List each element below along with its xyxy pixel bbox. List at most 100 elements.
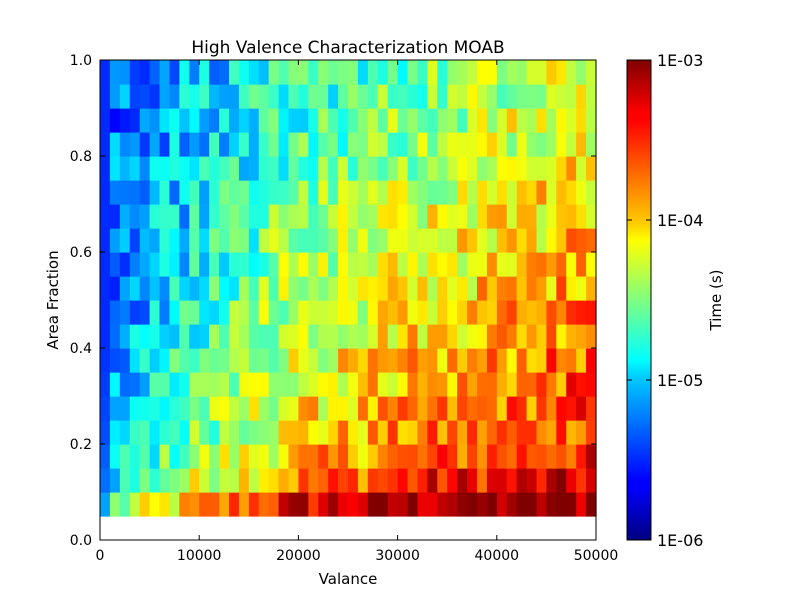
heatmap-cell xyxy=(129,276,141,301)
heatmap-cell xyxy=(268,60,280,85)
heatmap-cell xyxy=(238,180,250,205)
heatmap-cell xyxy=(109,348,121,373)
heatmap-cell xyxy=(308,468,319,493)
heatmap-cell xyxy=(159,108,171,133)
heatmap-cell xyxy=(139,204,151,229)
heatmap-cell xyxy=(109,468,121,493)
heatmap-cell xyxy=(278,228,290,253)
heatmap-cell xyxy=(298,420,309,445)
heatmap-cell xyxy=(189,396,200,421)
heatmap-cell xyxy=(476,348,488,373)
heatmap-cell xyxy=(556,372,567,397)
x-tick-label: 40000 xyxy=(475,548,520,564)
heatmap-cell xyxy=(139,156,151,181)
heatmap-cell xyxy=(228,132,240,157)
heatmap-cell xyxy=(248,420,260,445)
heatmap-cell xyxy=(278,300,290,325)
heatmap-cell xyxy=(506,492,518,517)
heatmap-cell xyxy=(556,156,567,181)
heatmap-cell xyxy=(268,156,280,181)
heatmap-cell xyxy=(100,108,111,133)
heatmap-cell xyxy=(179,60,190,85)
heatmap-cell xyxy=(467,108,478,133)
heatmap-cell xyxy=(228,276,240,301)
heatmap-cell xyxy=(417,468,428,493)
heatmap-cell xyxy=(328,60,339,85)
y-tick-label: 0.2 xyxy=(70,437,92,453)
heatmap-cell xyxy=(516,300,528,325)
heatmap-cell xyxy=(288,468,299,493)
heatmap-cell xyxy=(576,444,587,469)
heatmap-cell xyxy=(526,444,538,469)
colorbar-ticks: 1E-06 1E-05 1E-04 1E-03 xyxy=(627,51,703,550)
heatmap-cell xyxy=(506,132,518,157)
heatmap-cell xyxy=(219,252,230,277)
heatmap-cell xyxy=(328,372,339,397)
heatmap-cell xyxy=(506,300,518,325)
heatmap-cell xyxy=(457,132,468,157)
heatmap-cell xyxy=(367,300,379,325)
heatmap-cell xyxy=(169,228,180,253)
heatmap-cell xyxy=(338,108,349,133)
heatmap-cell xyxy=(129,228,141,253)
heatmap-cell xyxy=(546,84,557,109)
heatmap-cell xyxy=(219,276,230,301)
heatmap-cell xyxy=(238,300,250,325)
heatmap-cell xyxy=(397,444,409,469)
heatmap-cell xyxy=(387,372,399,397)
heatmap-cell xyxy=(179,156,190,181)
heatmap-cell xyxy=(298,396,309,421)
heatmap-cell xyxy=(457,348,468,373)
heatmap-cell xyxy=(586,180,597,205)
heatmap-cell xyxy=(318,420,329,445)
heatmap-cell xyxy=(298,252,309,277)
heatmap-cell xyxy=(228,180,240,205)
heatmap-cell xyxy=(298,468,309,493)
heatmap-cell xyxy=(556,252,567,277)
heatmap-cell xyxy=(447,348,458,373)
heatmap-cell xyxy=(427,324,438,349)
heatmap-cell xyxy=(457,252,468,277)
heatmap-cell xyxy=(348,300,359,325)
heatmap-cell xyxy=(476,276,488,301)
heatmap-cell xyxy=(298,84,309,109)
heatmap-cell xyxy=(357,492,369,517)
heatmap-cell xyxy=(109,324,121,349)
heatmap-cell xyxy=(427,132,438,157)
heatmap-cell xyxy=(298,60,309,85)
heatmap-cell xyxy=(348,420,359,445)
heatmap-cell xyxy=(566,252,577,277)
heatmap-cell xyxy=(258,252,270,277)
heatmap-cell xyxy=(516,420,528,445)
heatmap-cell xyxy=(546,156,557,181)
heatmap-cell xyxy=(238,492,250,517)
heatmap-cell xyxy=(457,324,468,349)
heatmap-cell xyxy=(169,60,180,85)
heatmap-cell xyxy=(367,60,379,85)
heatmap-cell xyxy=(397,276,409,301)
heatmap-cell xyxy=(397,228,409,253)
heatmap-cell xyxy=(248,156,260,181)
heatmap-cell xyxy=(576,324,587,349)
heatmap-cell xyxy=(338,420,349,445)
heatmap-cell xyxy=(377,372,389,397)
heatmap-cell xyxy=(149,372,161,397)
heatmap-cell xyxy=(427,204,438,229)
heatmap-cell xyxy=(159,132,171,157)
heatmap-cell xyxy=(486,132,498,157)
heatmap-cell xyxy=(139,252,151,277)
heatmap-cell xyxy=(427,276,438,301)
heatmap-cell xyxy=(566,420,577,445)
heatmap-cell xyxy=(298,156,309,181)
heatmap-cell xyxy=(149,276,161,301)
heatmap-cell xyxy=(486,252,498,277)
heatmap-cell xyxy=(199,420,210,445)
heatmap-cell xyxy=(357,60,369,85)
heatmap-cell xyxy=(457,180,468,205)
heatmap-cell xyxy=(496,372,508,397)
heatmap-cell xyxy=(318,156,329,181)
heatmap-cell xyxy=(258,204,270,229)
heatmap-cell xyxy=(496,468,508,493)
heatmap-cell xyxy=(189,60,200,85)
heatmap-cell xyxy=(338,444,349,469)
